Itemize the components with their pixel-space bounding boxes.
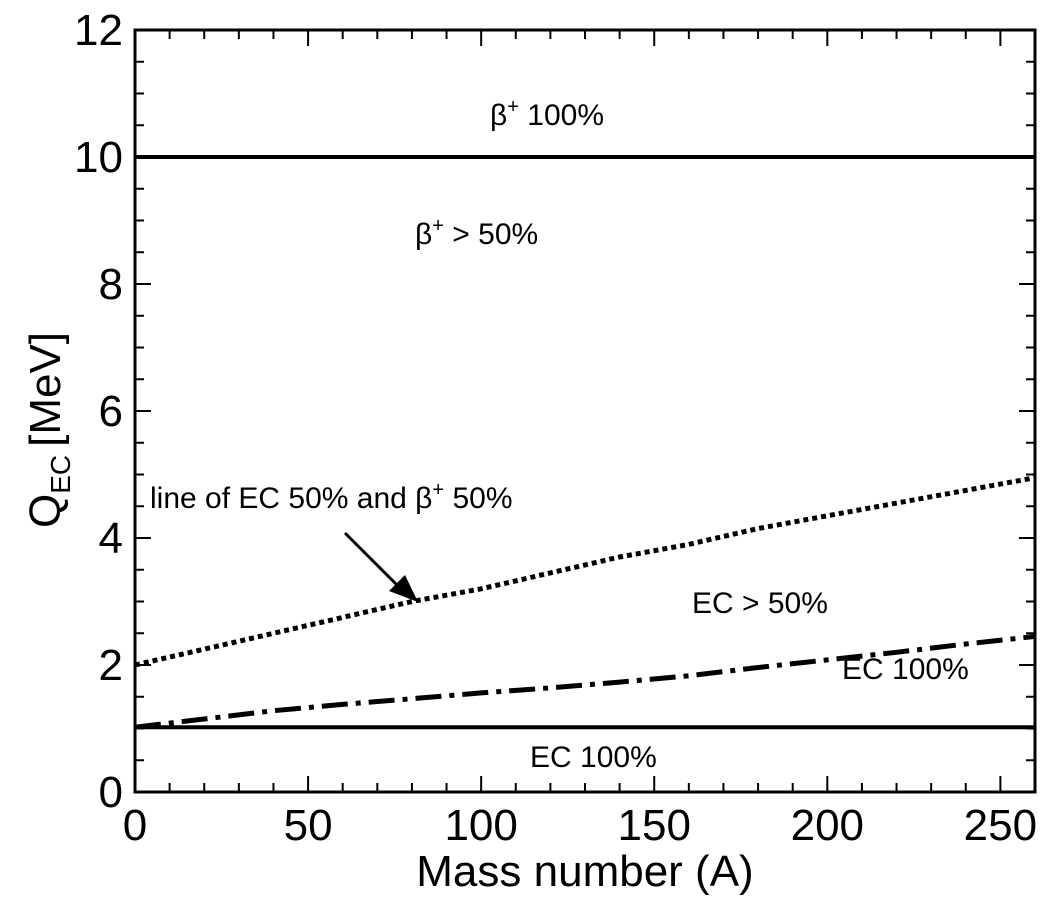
y-tick-label: 12 [74,6,123,55]
annotation-ec-100-upper: EC 100% [842,653,969,686]
y-tick-label: 2 [99,641,123,690]
y-tick-label: 6 [99,387,123,436]
y-axis-title: QEC [MeV] [21,332,76,528]
y-tick-label: 0 [99,768,123,817]
annotation-beta-gt-50: β+ > 50% [415,215,538,251]
y-axis-title-unit: [MeV] [21,332,70,447]
series-line-3 [134,475,1036,668]
y-tick-label: 8 [99,260,123,309]
y-tick-label: 10 [74,133,123,182]
plot-frame [133,28,1037,794]
series-line-4 [134,633,1036,730]
annotation-beta-100: β+ 100% [490,96,604,132]
y-tick-label: 4 [99,514,123,563]
x-tick-label: 100 [444,801,517,850]
annotation-ec-gt-50: EC > 50% [692,587,828,620]
annotation-arrow-head [389,575,418,602]
x-tick-label: 150 [618,801,691,850]
x-tick-label: 50 [284,801,333,850]
y-axis-title-sub: EC [45,455,76,494]
ticklabels-layer: 0 50 100 150 200 250 0 2 4 6 8 10 12 [74,6,1037,850]
annotation-arrow-shaft [343,531,402,590]
x-tick-label: 250 [964,801,1037,850]
y-axis-title-main: Q [21,494,70,528]
x-axis-title: Mass number (A) [416,847,753,896]
svg-text:QEC[MeV]: QEC [MeV] [21,332,76,528]
x-tick-label: 0 [123,801,147,850]
annotation-ec-100-lower: EC 100% [530,741,657,774]
x-tick-label: 200 [791,801,864,850]
annotation-line-of-ec50: line of EC 50% and β+ 50% [150,479,513,515]
series-layer [134,155,1036,730]
